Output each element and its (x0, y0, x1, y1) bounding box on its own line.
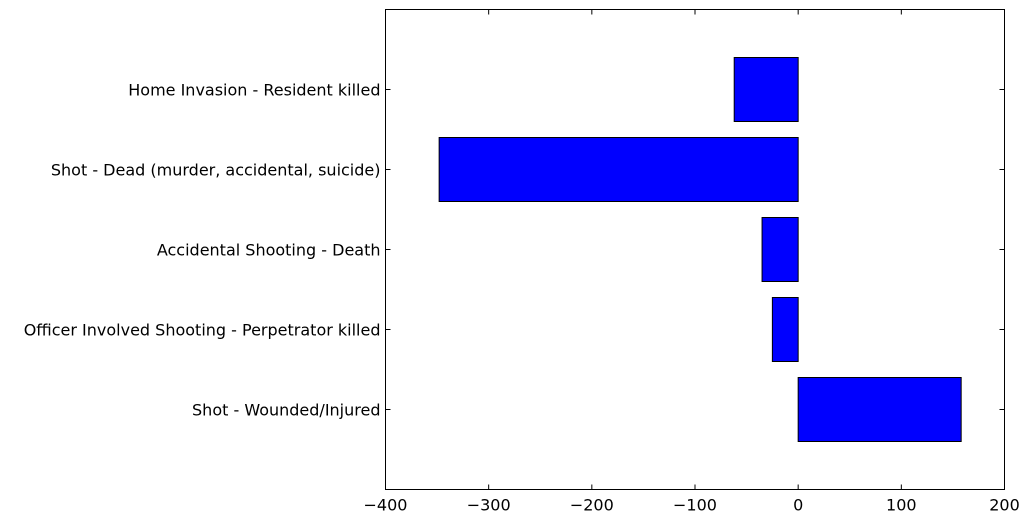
x-tick-label: 0 (793, 496, 803, 515)
bar-3 (771, 297, 799, 362)
x-tick-label: 100 (886, 496, 917, 515)
y-tick-label: Shot - Wounded/Injured (192, 401, 380, 420)
bar-1 (438, 137, 799, 202)
y-tick-label: Officer Involved Shooting - Perpetrator … (24, 321, 381, 340)
bar-0 (733, 57, 799, 122)
y-tick-label: Home Invasion - Resident killed (128, 81, 380, 100)
plot-area-frame (385, 9, 1005, 490)
x-tick-label: −300 (467, 496, 511, 515)
bars-layer (438, 57, 962, 442)
labels-layer: Home Invasion - Resident killed Shot - De… (24, 81, 1020, 515)
y-tick-label: Shot - Dead (murder, accidental, suicide… (51, 161, 381, 180)
x-tick-label: −100 (673, 496, 717, 515)
x-tick-label: −400 (364, 496, 408, 515)
bar-2 (761, 217, 799, 282)
bar-4 (797, 377, 962, 442)
x-tick-label: 200 (989, 496, 1020, 515)
y-tick-label: Accidental Shooting - Death (157, 241, 381, 260)
x-tick-label: −200 (570, 496, 614, 515)
